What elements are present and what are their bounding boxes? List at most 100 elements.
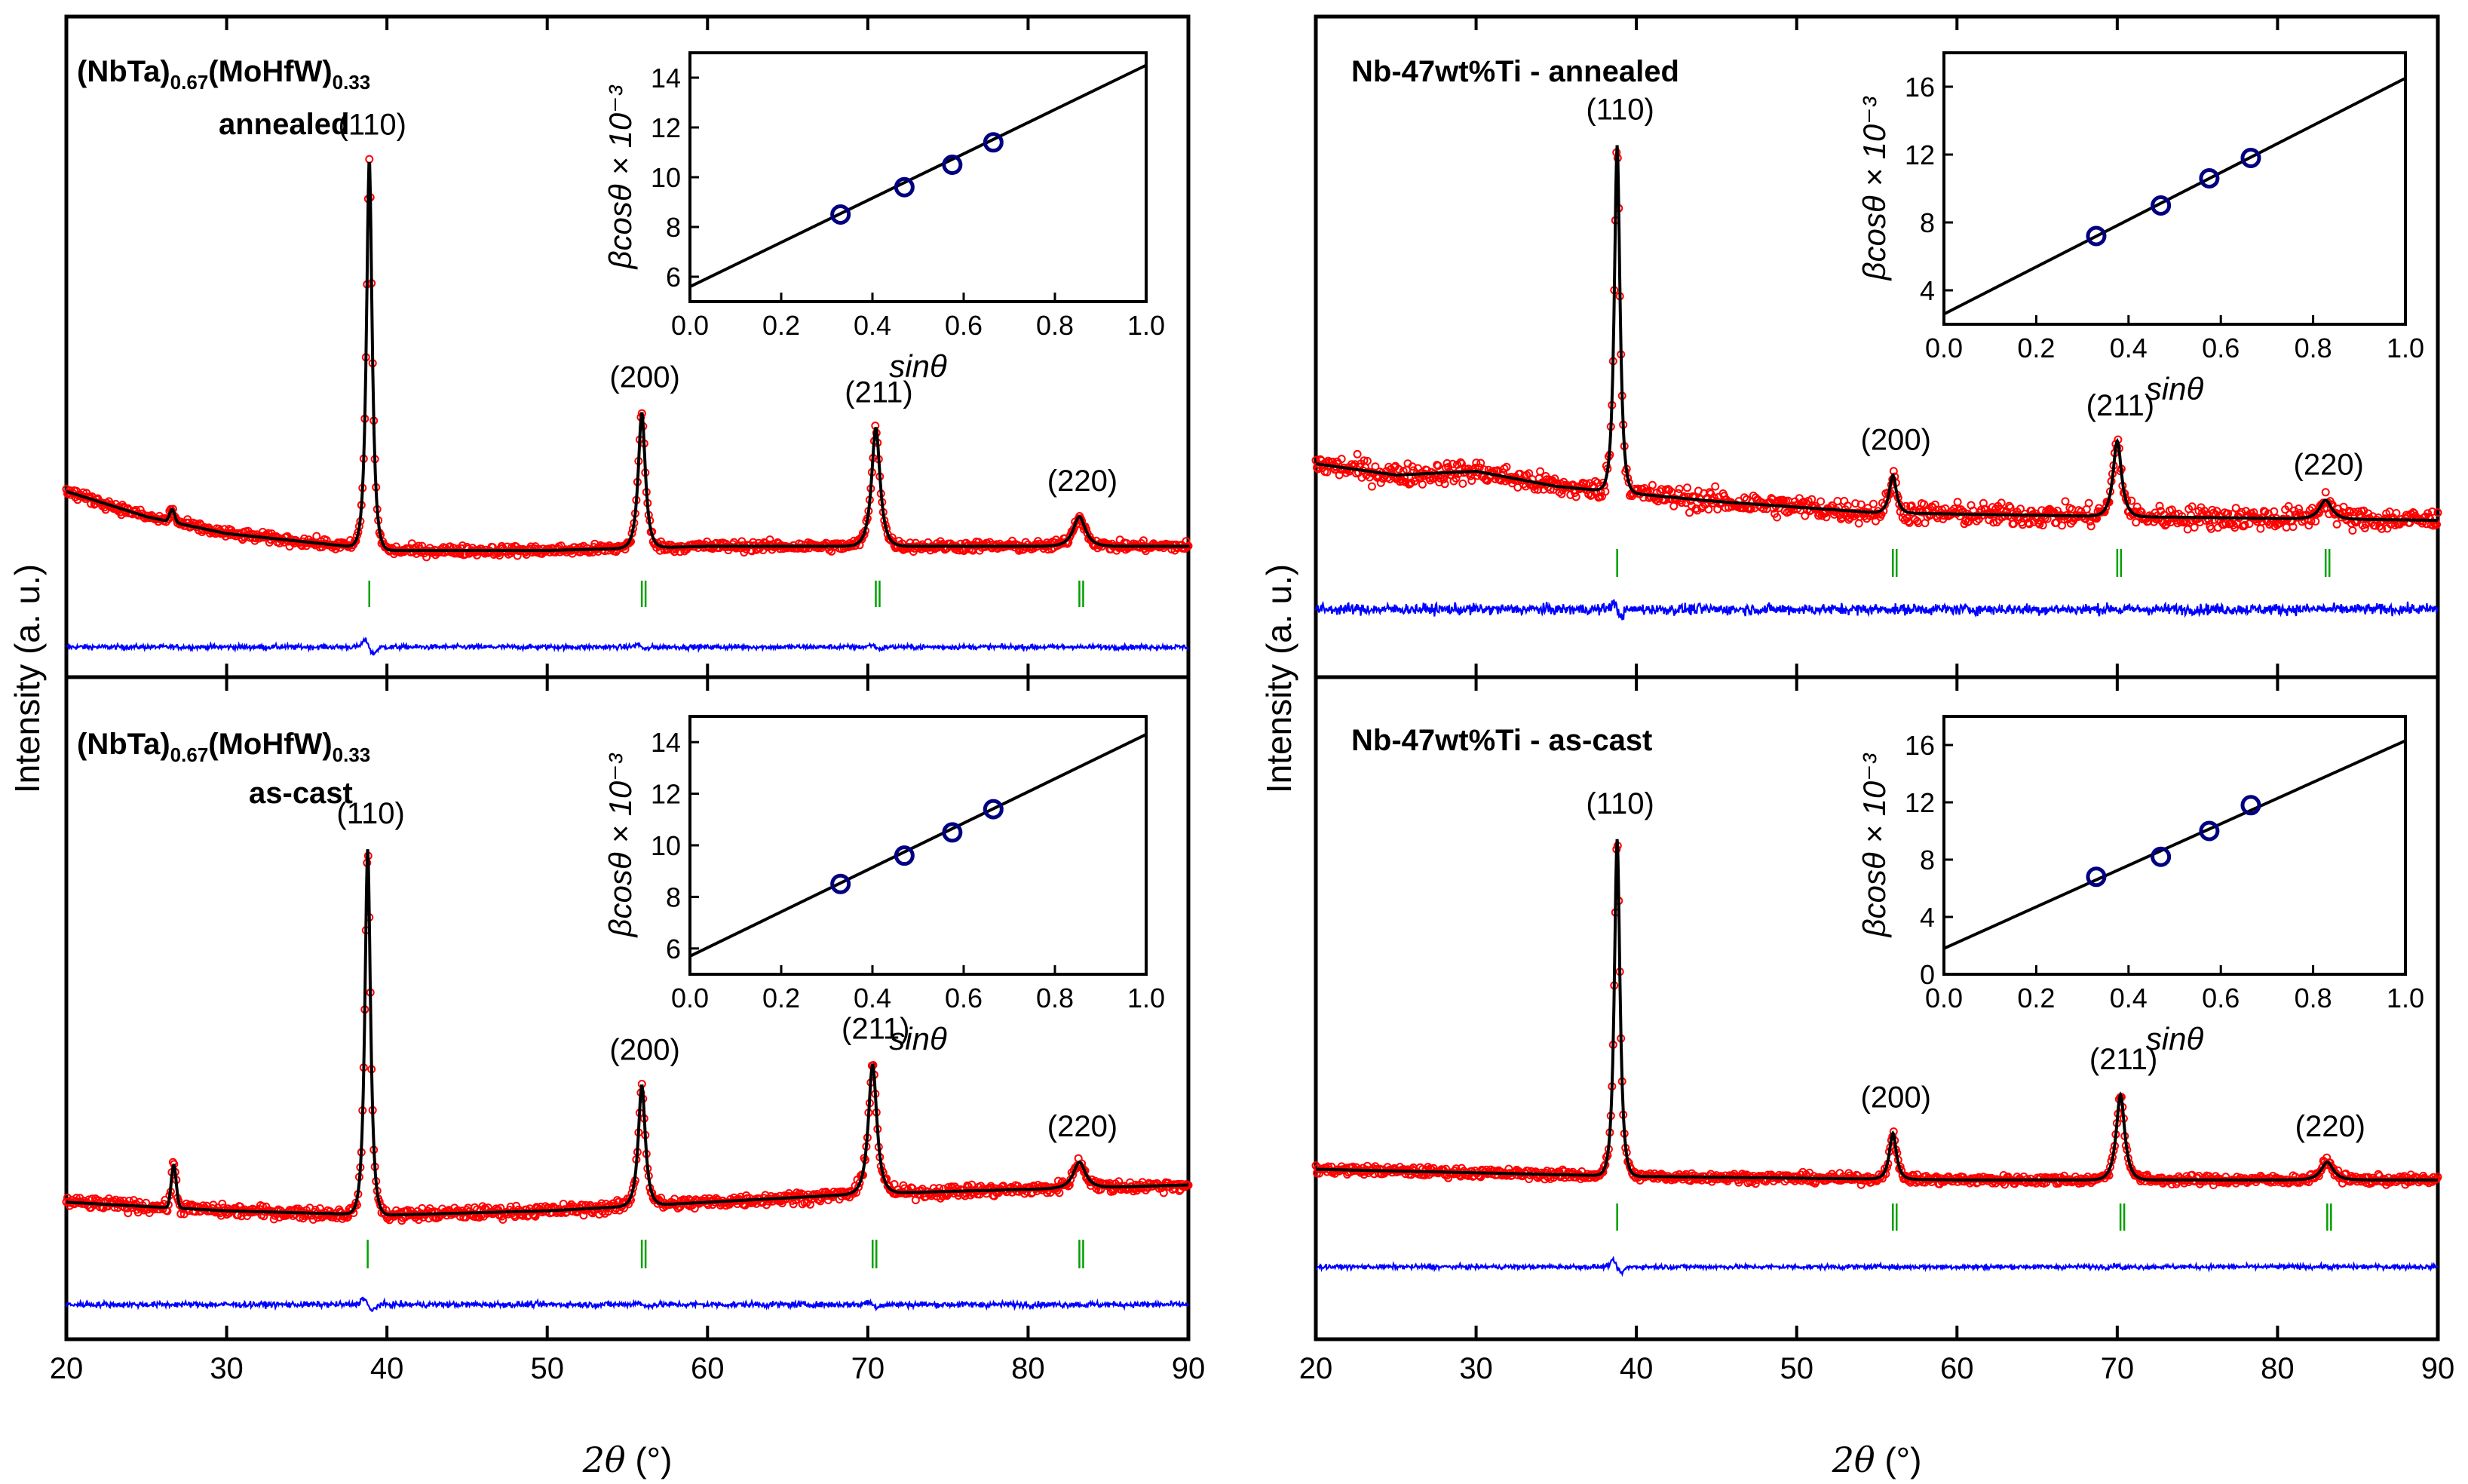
left-xlabel-var: 2θ bbox=[582, 1440, 626, 1480]
inset-y-tick-label: 10 bbox=[651, 830, 681, 861]
x-tick-label: 30 bbox=[210, 1352, 244, 1385]
observed-point bbox=[806, 1200, 814, 1209]
observed-point bbox=[1371, 462, 1380, 471]
inset-xlabel: sinθ bbox=[2146, 1021, 2204, 1056]
observed-point bbox=[1323, 468, 1332, 477]
x-tick-label: 30 bbox=[1459, 1352, 1493, 1385]
left-ylabel: Intensity (a. u.) bbox=[8, 564, 47, 793]
observed-point bbox=[117, 511, 126, 520]
inset-x-tick-label: 0.4 bbox=[2110, 983, 2148, 1013]
panel-frame-hea-ascast bbox=[64, 675, 1191, 1341]
inset-hea-annealed: 0.0 0.2 0.4 0.6 0.8 1.0 6 8 10 12 14 sinθ βcosθ × 10… bbox=[602, 51, 1165, 384]
inset-x-tick-label: 0.2 bbox=[2017, 983, 2055, 1013]
observed-point bbox=[1705, 488, 1714, 497]
observed-point bbox=[2084, 498, 2093, 507]
inset-xlabel: sinθ bbox=[889, 348, 947, 384]
inset-x-tick-label: 0.2 bbox=[2017, 333, 2055, 363]
peak-label: (110) bbox=[336, 797, 404, 830]
inset-nbti-annealed: 0.0 0.2 0.4 0.6 0.8 1.0 4 8 12 16 sinθ βcosθ × 10⁻³ bbox=[1856, 51, 2424, 406]
inset-point bbox=[983, 132, 1004, 153]
plot-layer: (110) (200) (211) (220) 0.0 0.2 0.4 0.6 0.8 1.0 6 8… bbox=[50, 17, 2455, 1385]
observed-point bbox=[1476, 458, 1485, 468]
inset-x-tick-label: 1.0 bbox=[2387, 333, 2424, 363]
inset-y-tick-label: 8 bbox=[1920, 207, 1935, 238]
difference-curve bbox=[1315, 1256, 2439, 1277]
observed-point bbox=[1353, 449, 1362, 458]
inset-point bbox=[894, 176, 915, 198]
observed-point bbox=[1454, 470, 1463, 478]
observed-point bbox=[1704, 505, 1713, 514]
x-tick-label: 60 bbox=[691, 1352, 725, 1385]
inset-frame bbox=[688, 51, 1148, 303]
observed-point bbox=[1449, 459, 1457, 468]
difference-curve bbox=[66, 636, 1190, 656]
inset-y-tick-label: 12 bbox=[651, 112, 681, 143]
peak-label: (110) bbox=[1586, 787, 1654, 820]
observed-point bbox=[568, 1207, 577, 1216]
inset-x-tick-label: 0.0 bbox=[1925, 333, 1963, 363]
peak-label: (211) bbox=[2086, 389, 2154, 422]
observed-point bbox=[1648, 480, 1657, 489]
observed-point bbox=[690, 1204, 699, 1213]
peak-label: (200) bbox=[609, 360, 679, 394]
x-tick-label: 40 bbox=[370, 1352, 404, 1385]
inset-y-tick-label: 8 bbox=[666, 882, 681, 912]
x-tick-label: 70 bbox=[851, 1352, 885, 1385]
observed-point bbox=[1675, 484, 1684, 493]
observed-point bbox=[1557, 489, 1566, 498]
peak-label: (110) bbox=[1586, 94, 1654, 127]
title-hea-ascast: (NbTa)0.67(MoHfW)0.33 bbox=[77, 728, 370, 766]
observed-point bbox=[2282, 523, 2291, 532]
peak-label: (200) bbox=[1861, 423, 1931, 456]
title-hea-annealed: (NbTa)0.67(MoHfW)0.33 bbox=[77, 55, 370, 94]
observed-point bbox=[365, 155, 374, 164]
inset-y-tick-label: 14 bbox=[651, 63, 681, 94]
x-tick-label: 20 bbox=[50, 1352, 84, 1385]
x-tick-label: 80 bbox=[1011, 1352, 1045, 1385]
observed-point bbox=[789, 1200, 798, 1209]
observed-point bbox=[1363, 456, 1372, 465]
inset-y-tick-label: 4 bbox=[1920, 902, 1935, 933]
observed-point bbox=[2061, 497, 2070, 506]
inset-point bbox=[830, 873, 851, 894]
peak-label: (200) bbox=[1861, 1081, 1931, 1115]
inset-fit-line bbox=[689, 63, 1147, 288]
observed-point bbox=[1601, 487, 1610, 496]
inset-x-tick-label: 0.6 bbox=[2202, 333, 2240, 363]
observed-point bbox=[1685, 508, 1694, 517]
inset-point bbox=[942, 155, 963, 175]
observed-point bbox=[579, 1211, 588, 1220]
difference-curve bbox=[65, 1296, 1189, 1313]
panel-hea-ascast: 20 30 40 50 60 70 80 90(110)(200)(211)(220)0.0 0… bbox=[50, 677, 1205, 1385]
inset-point bbox=[942, 822, 963, 843]
inset-ylabel: βcosθ × 10⁻³ bbox=[1856, 753, 1892, 939]
observed-point bbox=[2190, 523, 2199, 532]
observed-point bbox=[2183, 525, 2192, 534]
title-nbti-annealed: Nb-47wt%Ti - annealed bbox=[1351, 55, 1679, 88]
observed-point bbox=[2311, 517, 2320, 526]
panel-hea-annealed: (110) (200) (211) (220) 0.0 0.2 0.4 0.6 0.8 1.0 6 8… bbox=[62, 17, 1193, 677]
inset-y-tick-label: 12 bbox=[1905, 787, 1935, 818]
inset-x-tick-label: 0.8 bbox=[2295, 983, 2332, 1013]
observed-point bbox=[2068, 504, 2077, 514]
observed-point bbox=[1467, 477, 1476, 485]
observed-point bbox=[1456, 458, 1465, 467]
inset-x-tick-label: 0.4 bbox=[2110, 333, 2148, 363]
observed-point bbox=[1139, 536, 1148, 545]
observed-point bbox=[559, 1200, 568, 1208]
observed-point bbox=[1521, 482, 1530, 491]
inset-x-tick-label: 1.0 bbox=[1127, 310, 1165, 341]
x-tick-label: 90 bbox=[2421, 1352, 2455, 1385]
observed-point bbox=[1182, 537, 1191, 546]
observed-point bbox=[1571, 492, 1580, 501]
observed-point bbox=[1394, 465, 1403, 474]
title-nbti-ascast: Nb-47wt%Ti - as-cast bbox=[1351, 724, 1652, 757]
inset-x-tick-label: 0.6 bbox=[945, 983, 983, 1013]
inset-x-tick-label: 0.6 bbox=[945, 310, 983, 341]
observed-point bbox=[2086, 522, 2096, 531]
peak-label: (220) bbox=[2294, 448, 2364, 481]
title2-hea-ascast: as-cast bbox=[249, 777, 353, 810]
inset-y-tick-label: 6 bbox=[666, 262, 681, 293]
observed-point bbox=[1817, 497, 1826, 506]
